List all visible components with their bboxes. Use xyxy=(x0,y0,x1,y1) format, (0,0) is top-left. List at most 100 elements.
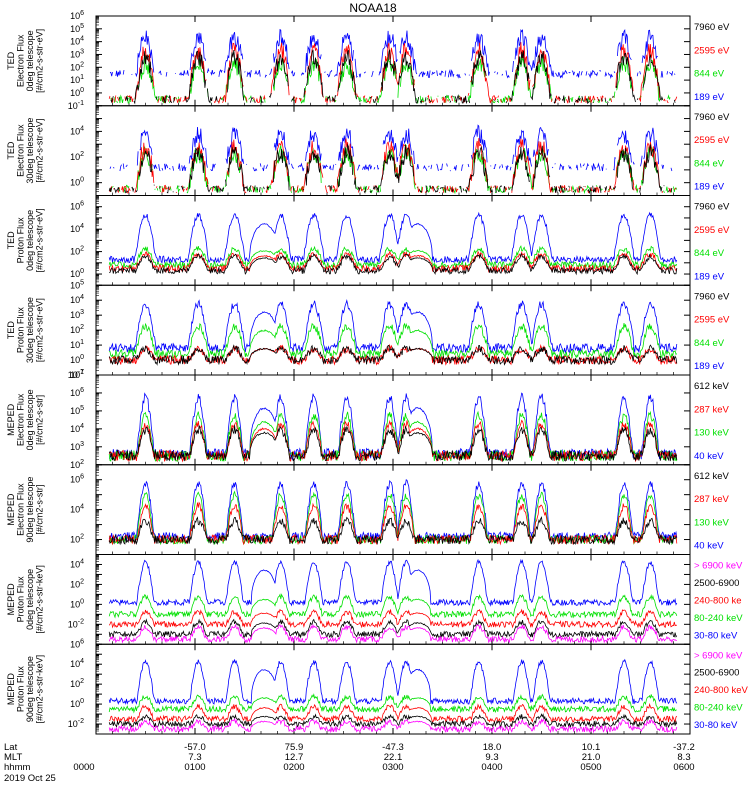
legend-entry: 240-800 ke xyxy=(694,595,742,606)
legend-entry: 240-800 keV xyxy=(694,685,749,696)
panel-traces xyxy=(108,392,678,463)
panel-traces xyxy=(108,299,678,366)
legend-entry: 2595 eV xyxy=(694,225,730,236)
y-axis-label: MEPEDElectron Flux0deg telescope[#/cm2-s… xyxy=(6,389,45,450)
panel-5: 102 103 104 105 106 107 MEPEDElectron Flux0deg… xyxy=(6,369,730,470)
legend-entry: 189 eV xyxy=(694,92,725,103)
series-2595-ev-line xyxy=(108,42,678,105)
y-tick-label: 104 xyxy=(70,36,84,47)
x-mlt-label: 8.3 xyxy=(677,752,690,763)
legend-entry: 7960 eV xyxy=(694,202,730,213)
series-30-80-kev-line xyxy=(108,558,678,607)
y-tick-label: 104 xyxy=(70,223,84,234)
panel-traces xyxy=(109,125,677,193)
y-tick-label: 100 xyxy=(70,354,84,365)
series-612-kev-line xyxy=(108,424,678,463)
panel-traces xyxy=(108,479,678,546)
series-80-240-kev-line xyxy=(108,693,677,714)
series-130-kev-line xyxy=(108,410,678,463)
x-mlt-label: 22.1 xyxy=(384,752,403,763)
legend-entry: 2500-6900 xyxy=(694,668,739,679)
legend-entry: 130 keV xyxy=(694,517,730,528)
y-axis-label: MEPEDProton Flux90deg telescope[#/cm2-s-… xyxy=(6,655,45,724)
panel-traces xyxy=(108,211,678,276)
y-tick-label: 100 xyxy=(70,698,84,709)
x-hhmm-label: 0200 xyxy=(283,762,304,773)
x-hhmm-label: 0400 xyxy=(481,762,502,773)
legend-entry: 80-240 keV xyxy=(694,613,743,624)
y-tick-label: 102 xyxy=(70,534,84,545)
legend-entry: 612 keV xyxy=(694,381,730,392)
y-tick-label: 103 xyxy=(70,309,84,320)
y-tick-label: 104 xyxy=(70,658,84,669)
legend-entry: 80-240 keV xyxy=(694,703,743,714)
series-7960-ev-line xyxy=(108,344,678,366)
legend-entry: 844 eV xyxy=(694,69,725,80)
panel-traces xyxy=(108,658,678,734)
y-tick-label: 102 xyxy=(70,678,84,689)
y-tick-label: 102 xyxy=(70,324,84,335)
chart-title: NOAA18 xyxy=(349,1,397,15)
panel-traces xyxy=(109,30,677,104)
legend-entry: 844 eV xyxy=(694,248,725,259)
legend-entry: 2595 eV xyxy=(694,135,730,146)
x-hhmm-label: 0300 xyxy=(382,762,403,773)
y-tick-label: 100 xyxy=(70,268,84,279)
series-2500-6900-line xyxy=(108,618,678,639)
y-tick-label: 104 xyxy=(70,294,84,305)
legend-entry: 287 keV xyxy=(694,494,730,505)
x-hhmm-label: 0100 xyxy=(184,762,205,773)
panel-frame xyxy=(95,195,691,286)
y-tick-label: 100 xyxy=(70,87,84,98)
series-189-ev-line xyxy=(108,211,678,264)
panel-2: 100 102 104 TEDElectron Flux30deg telescope… xyxy=(6,105,730,196)
legend-entry: 189 eV xyxy=(694,361,725,372)
panel-4: 10-1 100 101 102 103 104 105 TEDProton Flux30de… xyxy=(6,279,730,380)
legend-entry: 7960 eV xyxy=(694,291,730,302)
series-240-800-kev-line xyxy=(108,608,677,629)
x-row-label: 2019 Oct 25 xyxy=(4,773,56,784)
series-612-kev-line xyxy=(108,516,678,546)
x-lat-label: 75.9 xyxy=(285,742,304,753)
series-130-kev-line xyxy=(108,490,678,546)
x-row-label: Lat xyxy=(4,742,18,753)
panel-6: 102 104 106 MEPEDElectron Flux90deg telesco… xyxy=(6,464,730,555)
y-tick-label: 102 xyxy=(70,578,84,589)
legend-entry: 7960 eV xyxy=(694,22,730,33)
y-tick-label: 102 xyxy=(70,151,84,162)
y-tick-label: 107 xyxy=(70,369,84,380)
legend-entry: 2595 eV xyxy=(694,45,730,56)
legend-entry: > 6900 keV xyxy=(694,650,743,661)
y-tick-label: 103 xyxy=(70,441,84,452)
legend-entry: 612 keV xyxy=(694,471,730,482)
y-tick-label: 105 xyxy=(70,405,84,416)
legend-entry: 844 eV xyxy=(694,338,725,349)
y-tick-label: 103 xyxy=(70,48,84,59)
series-287-kev-line xyxy=(108,501,678,546)
y-tick-label: 106 xyxy=(70,638,84,649)
y-axis-label: MEPEDElectron Flux90deg telescope[#/cm2-… xyxy=(6,477,45,543)
y-tick-label: 10-2 xyxy=(68,618,84,629)
x-lat-label: -47.3 xyxy=(382,742,404,753)
series-287-kev-line xyxy=(108,419,678,463)
series-30-80-kev-line xyxy=(108,658,678,706)
x-lat-label: 10.1 xyxy=(582,742,601,753)
x-lat-label: 18.0 xyxy=(483,742,502,753)
y-tick-label: 104 xyxy=(70,558,84,569)
y-tick-label: 102 xyxy=(70,459,84,470)
series--6900-kev-line xyxy=(108,623,677,644)
y-tick-label: 105 xyxy=(70,279,84,290)
panel-8: 10-2 100 102 104 106 MEPEDProton Flux90deg te… xyxy=(6,638,749,735)
x-mlt-label: 9.3 xyxy=(485,752,498,763)
panel-7: 10-2 100 102 104 MEPEDProton Flux0deg telesc… xyxy=(6,554,743,645)
y-axis-label: TEDProton Flux0deg telescope[#/cm2-s-str… xyxy=(6,208,45,272)
legend-entry: 130 keV xyxy=(694,428,730,439)
y-tick-label: 102 xyxy=(70,246,84,257)
x-row-label: MLT xyxy=(4,752,22,763)
panel-3: 100 102 104 106 TEDProton Flux0deg telescope… xyxy=(6,195,730,286)
series-2500-6900-line xyxy=(108,713,678,729)
legend-entry: 189 eV xyxy=(694,271,725,282)
y-tick-label: 102 xyxy=(70,61,84,72)
